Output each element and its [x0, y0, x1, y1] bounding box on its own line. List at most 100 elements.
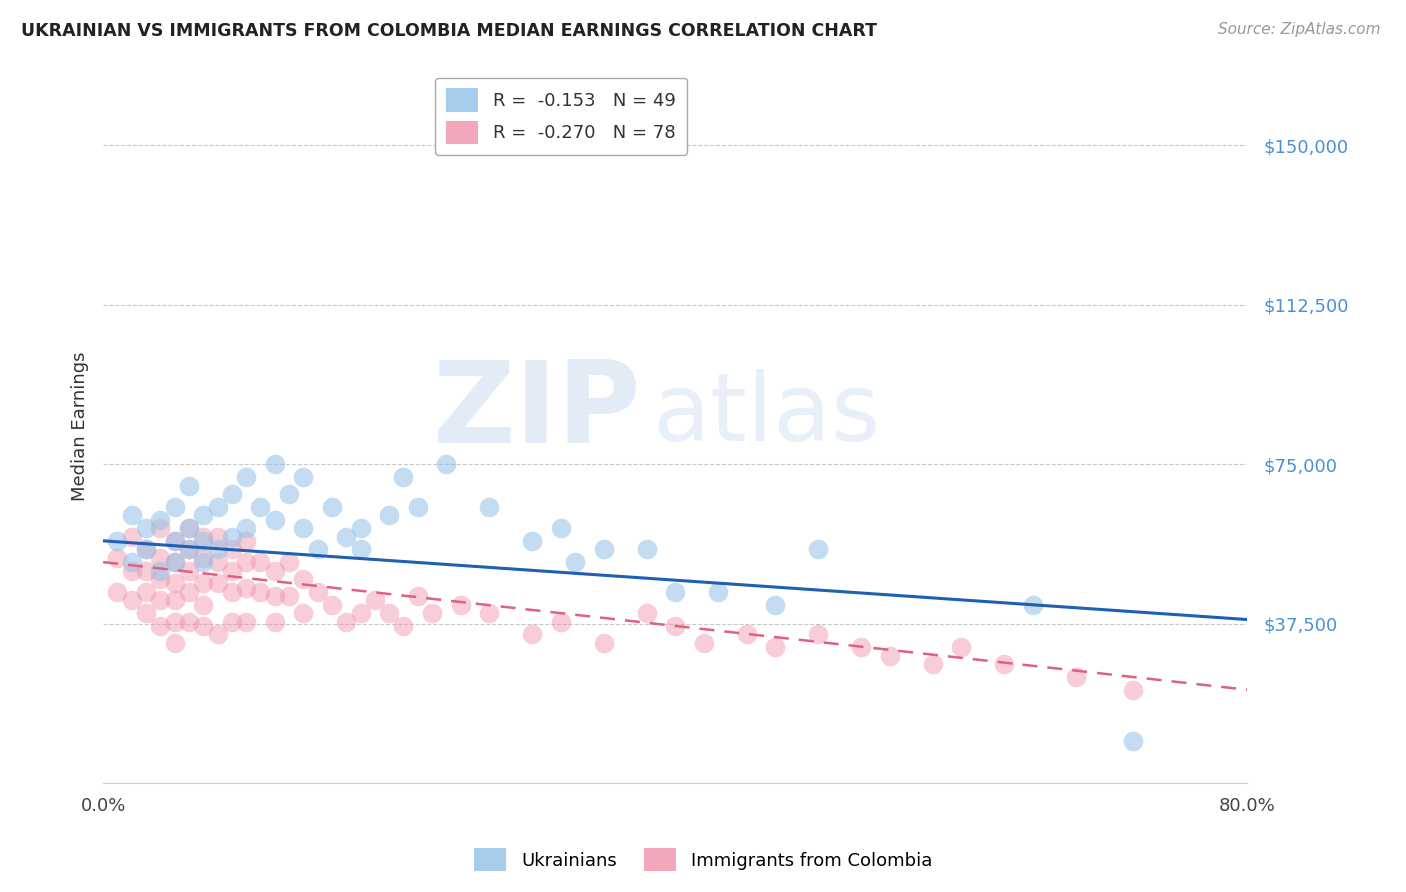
Point [107, 533, 129, 548]
Point [149, 550, 172, 565]
Point [321, 598, 343, 612]
Text: Source: ZipAtlas.com: Source: ZipAtlas.com [1218, 22, 1381, 37]
Point [1122, 682, 1144, 697]
Point [807, 627, 830, 641]
Point [207, 542, 229, 557]
Point [149, 521, 172, 535]
Point [221, 564, 243, 578]
Point [522, 627, 544, 641]
Point [163, 576, 186, 591]
Point [263, 457, 285, 471]
Point [263, 564, 285, 578]
Point [550, 521, 572, 535]
Point [263, 512, 285, 526]
Point [135, 606, 157, 620]
Point [1122, 734, 1144, 748]
Point [163, 555, 186, 569]
Point [664, 619, 686, 633]
Point [235, 470, 257, 484]
Point [522, 533, 544, 548]
Point [307, 585, 329, 599]
Point [207, 530, 229, 544]
Point [364, 593, 387, 607]
Point [149, 564, 172, 578]
Point [349, 521, 371, 535]
Point [221, 487, 243, 501]
Point [249, 500, 271, 514]
Legend: Ukrainians, Immigrants from Colombia: Ukrainians, Immigrants from Colombia [467, 841, 939, 879]
Point [193, 530, 215, 544]
Point [550, 615, 572, 629]
Point [378, 508, 401, 523]
Point [121, 593, 143, 607]
Point [221, 615, 243, 629]
Point [263, 589, 285, 603]
Point [235, 615, 257, 629]
Point [177, 521, 200, 535]
Point [177, 615, 200, 629]
Point [221, 542, 243, 557]
Point [121, 530, 143, 544]
Point [693, 636, 716, 650]
Point [135, 542, 157, 557]
Point [149, 619, 172, 633]
Point [406, 500, 429, 514]
Point [292, 606, 315, 620]
Point [221, 585, 243, 599]
Point [478, 606, 501, 620]
Point [135, 542, 157, 557]
Point [378, 606, 401, 620]
Point [263, 615, 285, 629]
Point [193, 533, 215, 548]
Point [335, 530, 357, 544]
Point [177, 542, 200, 557]
Point [307, 542, 329, 557]
Point [135, 585, 157, 599]
Point [177, 521, 200, 535]
Point [207, 576, 229, 591]
Point [292, 470, 315, 484]
Point [221, 530, 243, 544]
Text: UKRAINIAN VS IMMIGRANTS FROM COLOMBIA MEDIAN EARNINGS CORRELATION CHART: UKRAINIAN VS IMMIGRANTS FROM COLOMBIA ME… [21, 22, 877, 40]
Point [636, 606, 658, 620]
Point [163, 533, 186, 548]
Text: atlas: atlas [652, 369, 880, 461]
Y-axis label: Median Earnings: Median Earnings [72, 351, 89, 500]
Point [950, 640, 973, 655]
Point [993, 657, 1015, 672]
Point [335, 615, 357, 629]
Point [292, 521, 315, 535]
Point [207, 627, 229, 641]
Point [592, 636, 614, 650]
Point [392, 619, 415, 633]
Point [177, 564, 200, 578]
Point [450, 598, 472, 612]
Point [193, 576, 215, 591]
Point [149, 512, 172, 526]
Point [163, 593, 186, 607]
Point [707, 585, 730, 599]
Text: ZIP: ZIP [433, 356, 641, 467]
Point [349, 606, 371, 620]
Point [177, 478, 200, 492]
Point [107, 550, 129, 565]
Point [135, 521, 157, 535]
Point [149, 593, 172, 607]
Point [121, 564, 143, 578]
Point [235, 555, 257, 569]
Point [434, 457, 457, 471]
Point [763, 598, 786, 612]
Point [406, 589, 429, 603]
Point [849, 640, 872, 655]
Point [193, 619, 215, 633]
Point [121, 508, 143, 523]
Point [207, 555, 229, 569]
Point [135, 564, 157, 578]
Point [207, 500, 229, 514]
Point [163, 555, 186, 569]
Point [1022, 598, 1045, 612]
Point [163, 615, 186, 629]
Point [193, 555, 215, 569]
Point [249, 585, 271, 599]
Point [392, 470, 415, 484]
